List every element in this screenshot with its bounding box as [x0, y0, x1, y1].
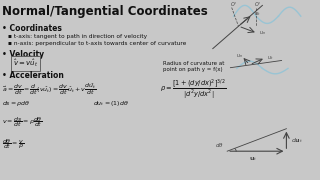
Text: $O'$: $O'$ [230, 1, 237, 9]
Text: $ds = \rho d\theta$: $ds = \rho d\theta$ [2, 99, 30, 108]
Text: $\mathbf{u}_t$: $\mathbf{u}_t$ [249, 155, 257, 163]
Text: ▪ n-axis: perpendicular to t-axis towards center of curvature: ▪ n-axis: perpendicular to t-axis toward… [8, 41, 186, 46]
Text: $v = \dfrac{ds}{dt} = \rho\dfrac{d\theta}{dt}$: $v = \dfrac{ds}{dt} = \rho\dfrac{d\theta… [2, 115, 43, 129]
Text: $O'$: $O'$ [254, 1, 261, 9]
Text: • Acceleration: • Acceleration [2, 71, 63, 80]
Text: $d\theta$: $d\theta$ [215, 141, 224, 149]
Text: $d\mathbf{u}_t$: $d\mathbf{u}_t$ [291, 136, 303, 145]
Text: $u_t$: $u_t$ [254, 10, 261, 18]
Text: $\dfrac{d\theta}{dt} = \dfrac{v}{\rho}$: $\dfrac{d\theta}{dt} = \dfrac{v}{\rho}$ [2, 137, 24, 151]
Text: $u_n$: $u_n$ [259, 29, 266, 37]
Text: $du_t = (1)d\theta$: $du_t = (1)d\theta$ [93, 99, 129, 108]
Text: $\vec{a} = \dfrac{dv}{dt} = \dfrac{d}{dt}(v\hat{u}_t) = \dfrac{dv}{dt}\hat{u}_t : $\vec{a} = \dfrac{dv}{dt} = \dfrac{d}{dt… [2, 81, 96, 97]
Text: point on path y = f(x): point on path y = f(x) [163, 67, 223, 72]
Text: Radius of curvature at: Radius of curvature at [163, 61, 225, 66]
Text: • Velocity: • Velocity [2, 50, 44, 59]
Text: $\hat{v} = v\hat{u}_t$: $\hat{v} = v\hat{u}_t$ [13, 58, 38, 69]
Text: • Coordinates: • Coordinates [2, 24, 61, 33]
Text: ▪ t-axis: tangent to path in direction of velocity: ▪ t-axis: tangent to path in direction o… [8, 34, 147, 39]
Text: Normal/Tangential Coordinates: Normal/Tangential Coordinates [2, 4, 207, 17]
Text: $u_n$: $u_n$ [236, 52, 243, 60]
Text: $\rho = \dfrac{[1+(dy/dx)^2]^{3/2}}{|d^2y/dx^2|}$: $\rho = \dfrac{[1+(dy/dx)^2]^{3/2}}{|d^2… [160, 77, 226, 101]
Text: $u_t$: $u_t$ [267, 54, 274, 62]
